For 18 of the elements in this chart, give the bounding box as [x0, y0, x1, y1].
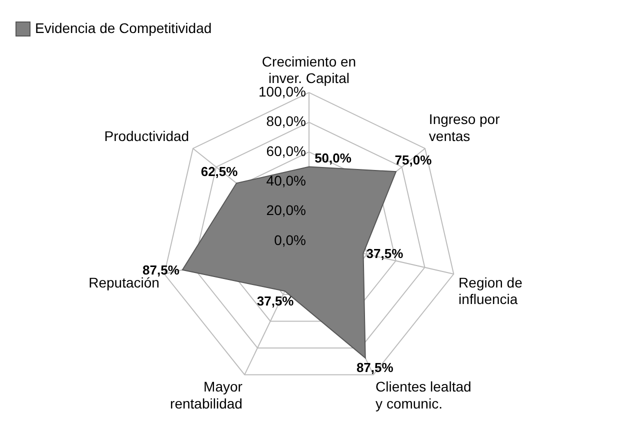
- data-label: 50,0%: [314, 150, 352, 166]
- spoke-label: Ingreso por ventas: [428, 111, 500, 144]
- spoke-label: Clientes lealtad y comunic.: [376, 378, 472, 412]
- spoke-label: Region de influencia: [458, 274, 523, 308]
- y-tick-label: 60,0%: [266, 142, 306, 159]
- data-label: 87,5%: [356, 360, 394, 376]
- y-tick-label: 40,0%: [266, 172, 306, 188]
- data-label: 87,5%: [142, 262, 180, 278]
- y-tick-label: 20,0%: [266, 202, 306, 218]
- spoke-label: Mayor rentabilidad: [170, 378, 243, 412]
- data-label: 75,0%: [394, 152, 432, 168]
- y-tick-label: 80,0%: [266, 113, 306, 130]
- spoke-label: Productividad: [104, 128, 190, 144]
- data-label: 37,5%: [366, 246, 404, 262]
- y-tick-label: 0,0%: [274, 232, 306, 248]
- legend-label: Evidencia de Competitividad: [35, 20, 212, 36]
- data-label: 62,5%: [200, 164, 238, 180]
- data-label: 37,5%: [256, 293, 294, 308]
